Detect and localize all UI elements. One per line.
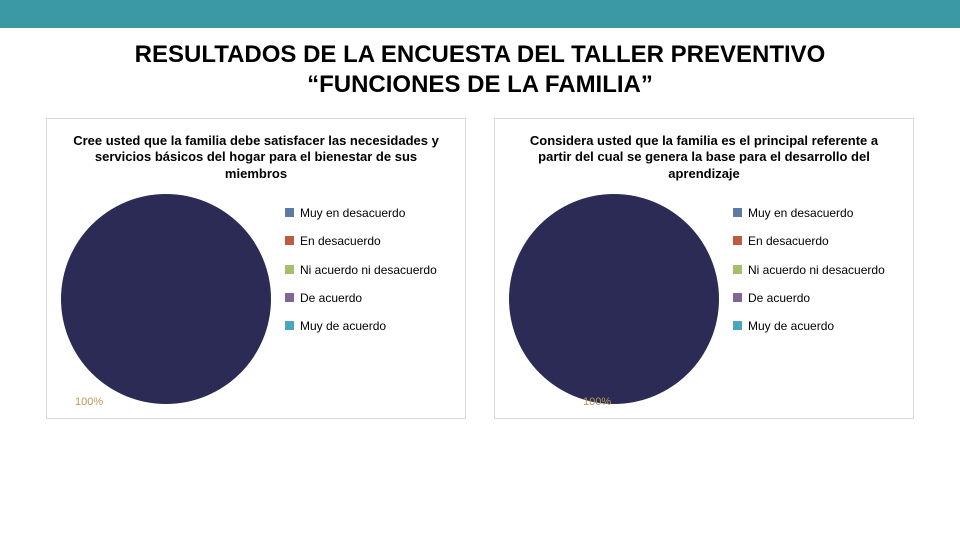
legend-item: Muy de acuerdo (285, 319, 451, 333)
chart-title-left: Cree usted que la familia debe satisface… (61, 129, 451, 194)
legend-label: Ni acuerdo ni desacuerdo (748, 263, 885, 277)
title-line-1: RESULTADOS DE LA ENCUESTA DEL TALLER PRE… (135, 41, 826, 68)
title-line-2: “FUNCIONES DE LA FAMILIA” (307, 71, 653, 98)
legend-right: Muy en desacuerdo En desacuerdo Ni acuer… (733, 194, 899, 334)
legend-label: En desacuerdo (300, 234, 381, 248)
legend-left: Muy en desacuerdo En desacuerdo Ni acuer… (285, 194, 451, 334)
charts-row: Cree usted que la familia debe satisface… (0, 118, 960, 419)
legend-label: Muy en desacuerdo (748, 206, 853, 220)
legend-item: Muy de acuerdo (733, 319, 899, 333)
swatch-en-desacuerdo (733, 236, 742, 245)
legend-item: De acuerdo (733, 291, 899, 305)
pie-wrap-right: 100% (509, 194, 719, 404)
swatch-muy-en-desacuerdo (733, 208, 742, 217)
swatch-muy-de-acuerdo (285, 321, 294, 330)
swatch-ni-acuerdo (285, 265, 294, 274)
legend-label: Muy de acuerdo (300, 319, 386, 333)
legend-label: Muy de acuerdo (748, 319, 834, 333)
pie-right (509, 194, 719, 404)
swatch-de-acuerdo (285, 293, 294, 302)
slide-title: RESULTADOS DE LA ENCUESTA DEL TALLER PRE… (0, 28, 960, 118)
legend-label: De acuerdo (748, 291, 810, 305)
top-accent-bar (0, 0, 960, 28)
legend-item: De acuerdo (285, 291, 451, 305)
legend-item: Ni acuerdo ni desacuerdo (733, 263, 899, 277)
chart-body-right: 100% Muy en desacuerdo En desacuerdo Ni … (509, 194, 899, 404)
legend-item: Muy en desacuerdo (285, 206, 451, 220)
chart-card-left: Cree usted que la familia debe satisface… (46, 118, 466, 419)
pie-wrap-left: 100% (61, 194, 271, 404)
swatch-muy-en-desacuerdo (285, 208, 294, 217)
legend-label: De acuerdo (300, 291, 362, 305)
swatch-de-acuerdo (733, 293, 742, 302)
pie-left (61, 194, 271, 404)
legend-item: En desacuerdo (285, 234, 451, 248)
chart-card-right: Considera usted que la familia es el pri… (494, 118, 914, 419)
legend-label: En desacuerdo (748, 234, 829, 248)
legend-label: Ni acuerdo ni desacuerdo (300, 263, 437, 277)
swatch-muy-de-acuerdo (733, 321, 742, 330)
legend-item: Ni acuerdo ni desacuerdo (285, 263, 451, 277)
chart-body-left: 100% Muy en desacuerdo En desacuerdo Ni … (61, 194, 451, 404)
swatch-ni-acuerdo (733, 265, 742, 274)
pie-value-label-left: 100% (75, 396, 103, 408)
legend-label: Muy en desacuerdo (300, 206, 405, 220)
legend-item: En desacuerdo (733, 234, 899, 248)
pie-value-label-right: 100% (583, 396, 611, 408)
legend-item: Muy en desacuerdo (733, 206, 899, 220)
chart-title-right: Considera usted que la familia es el pri… (509, 129, 899, 194)
swatch-en-desacuerdo (285, 236, 294, 245)
